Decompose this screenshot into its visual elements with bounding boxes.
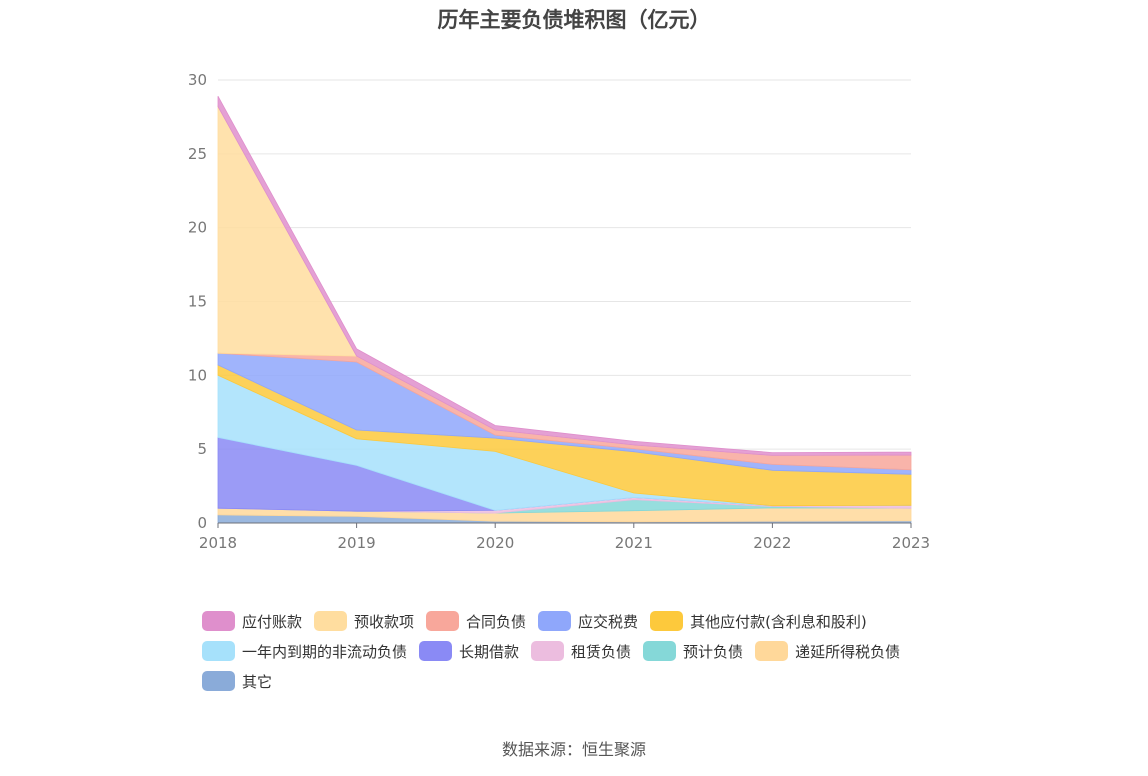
- legend-swatch: [643, 641, 677, 661]
- x-tick-label: 2021: [615, 534, 653, 552]
- legend-swatch: [202, 671, 235, 691]
- legend-item[interactable]: 其它: [202, 666, 272, 696]
- x-tick-label: 2018: [199, 534, 237, 552]
- legend-item[interactable]: 其他应付款(含利息和股利): [650, 606, 867, 636]
- legend-label: 预计负债: [683, 642, 744, 661]
- legend-item[interactable]: 应付账款: [202, 606, 302, 636]
- legend-item[interactable]: 预收款项: [314, 606, 414, 636]
- legend-item[interactable]: 应交税费: [538, 606, 638, 636]
- legend-item[interactable]: 合同负债: [426, 606, 526, 636]
- legend-label: 应交税费: [578, 612, 639, 631]
- legend-label: 预收款项: [354, 612, 415, 631]
- legend-label: 合同负债: [466, 612, 527, 631]
- legend-item[interactable]: 预计负债: [643, 636, 743, 666]
- legend-label: 一年内到期的非流动负债: [242, 642, 408, 661]
- legend-swatch: [650, 611, 684, 631]
- y-tick-label: 10: [188, 366, 207, 384]
- legend-label: 应付账款: [242, 612, 303, 631]
- legend-item[interactable]: 递延所得税负债: [755, 636, 900, 666]
- x-tick-label: 2023: [892, 534, 930, 552]
- legend-label: 其它: [242, 672, 273, 691]
- y-tick-label: 30: [188, 71, 207, 89]
- legend-label: 其他应付款(含利息和股利): [690, 612, 867, 631]
- legend-swatch: [314, 611, 348, 631]
- legend-item[interactable]: 长期借款: [419, 636, 519, 666]
- x-tick-label: 2020: [476, 534, 514, 552]
- source-note: 数据来源：恒生聚源: [501, 740, 646, 759]
- legend-swatch: [419, 641, 453, 661]
- x-tick-label: 2022: [753, 534, 791, 552]
- x-tick-label: 2019: [338, 534, 376, 552]
- legend-swatch: [755, 641, 789, 661]
- legend-label: 长期借款: [459, 642, 520, 661]
- y-tick-label: 20: [188, 219, 207, 237]
- legend-swatch: [426, 611, 460, 631]
- legend-label: 租赁负债: [571, 642, 632, 661]
- legend-swatch: [531, 641, 565, 661]
- area-series: [217, 96, 912, 456]
- legend: 应付账款 预收款项 合同负债 应交税费 其他应付款(含利息和股利) 一年内到期的非流动负债…: [202, 606, 982, 696]
- y-tick-label: 0: [197, 514, 207, 532]
- legend-label: 递延所得税负债: [795, 642, 901, 661]
- legend-item[interactable]: 一年内到期的非流动负债: [202, 636, 407, 666]
- area-series-group: [217, 96, 912, 524]
- legend-swatch: [538, 611, 572, 631]
- y-tick-label: 15: [188, 293, 207, 311]
- y-tick-label: 5: [197, 440, 207, 458]
- legend-swatch: [202, 611, 235, 631]
- axes: 0 5 10 15 20 25 30 2018 2019 2020 2021 2022 2023: [188, 71, 930, 552]
- chart-title: 历年主要负债堆积图（亿元）: [437, 8, 711, 32]
- legend-item[interactable]: 租赁负债: [531, 636, 631, 666]
- stacked-area-chart: 0 5 10 15 20 25 30 2018 2019 2020 2021 2022 2023: [188, 71, 930, 552]
- y-tick-label: 25: [188, 145, 207, 163]
- legend-swatch: [202, 641, 235, 661]
